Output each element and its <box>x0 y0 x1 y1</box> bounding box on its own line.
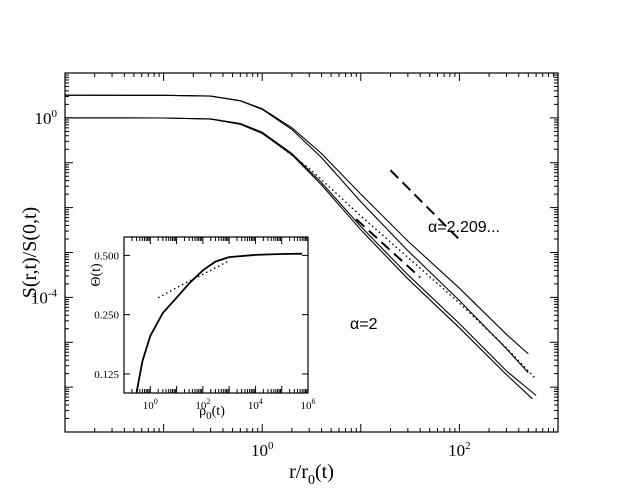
inset-x-axis-title: ρ0(t) <box>199 404 225 422</box>
slope-label: α=2 <box>350 316 378 333</box>
slope-label: α=2.209... <box>428 219 500 236</box>
main-plot: 100 102 100 10-4 r/r0(t) S(r,t)/S(0,t) α=2.209… <box>19 72 559 488</box>
x-tick-label: 100 <box>251 440 274 460</box>
series-line-upper <box>65 94 529 355</box>
inset-x-tick-label: 102 <box>195 397 210 412</box>
inset-y-tick-label: 0.250 <box>94 310 119 322</box>
y-axis-title: S(r,t)/S(0,t) <box>19 207 41 298</box>
inset-y-tick-label: 0.500 <box>94 250 119 262</box>
reference-slope-line <box>355 218 421 279</box>
inset-y-axis-title: Θ(t) <box>89 263 104 287</box>
y-tick-label: 10-4 <box>31 287 58 307</box>
x-tick-label: 102 <box>448 440 471 460</box>
x-axis-title: r/r0(t) <box>289 461 334 488</box>
inset-series-line <box>135 252 303 393</box>
inset-x-tick-label: 100 <box>143 397 158 412</box>
inset-x-tick-label: 104 <box>248 397 263 412</box>
inset-frame <box>123 236 309 394</box>
y-tick-label: 100 <box>35 108 58 128</box>
inset-plot: 100 102 104 106 0.125 0.250 0.500 ρ0(t) Θ(t) <box>89 236 316 422</box>
inset-y-tick-label: 0.125 <box>94 369 119 381</box>
inset-series-group <box>135 252 303 393</box>
inset-x-tick-label: 106 <box>301 397 316 412</box>
series-line-lower <box>65 117 537 396</box>
main-series-group <box>65 94 537 400</box>
inset-series-line <box>157 260 230 299</box>
